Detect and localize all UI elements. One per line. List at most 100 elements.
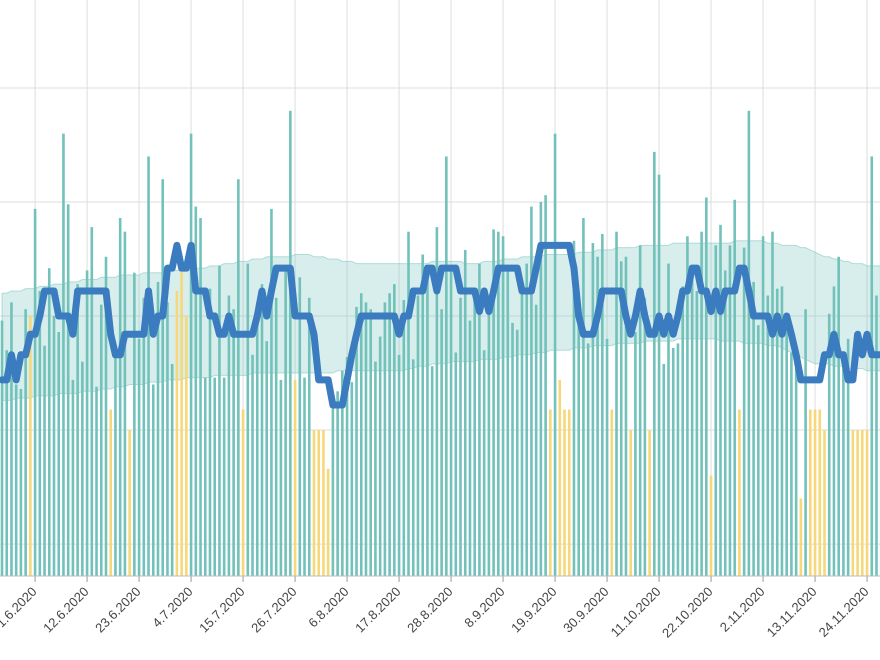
x-tick-label: 24.11.2020 (816, 584, 872, 640)
bar (232, 309, 235, 576)
bar (114, 357, 117, 576)
bar (355, 306, 358, 576)
bar (161, 179, 165, 576)
bar (624, 256, 628, 576)
bar (52, 316, 56, 576)
bar (90, 227, 94, 576)
bar (851, 430, 855, 576)
bar (189, 133, 193, 577)
bar (601, 233, 604, 576)
bar (591, 243, 595, 577)
bar (0, 320, 4, 576)
x-tick-label: 12.6.2020 (40, 584, 92, 636)
bar (10, 302, 13, 576)
bar (799, 498, 803, 576)
bar (312, 430, 316, 576)
bar (19, 389, 23, 576)
bar (723, 270, 727, 576)
x-tick-label: 30.9.2020 (560, 584, 612, 636)
bar (416, 295, 420, 576)
bar (549, 409, 552, 576)
bar (81, 361, 84, 576)
bar (634, 332, 637, 576)
bar (274, 297, 278, 576)
bar (104, 256, 108, 576)
bar (846, 338, 850, 576)
bar (823, 430, 826, 576)
bar (582, 217, 585, 577)
bar (747, 110, 751, 577)
bar (700, 231, 703, 577)
bar (738, 409, 741, 576)
bar (638, 245, 642, 576)
bar (686, 236, 689, 576)
bar (251, 354, 254, 576)
bar (279, 379, 283, 576)
bar (629, 430, 632, 576)
x-tick-label: 1.6.2020 (0, 584, 40, 630)
bar (180, 268, 183, 576)
bar (388, 293, 391, 576)
bar (752, 281, 755, 576)
bar (123, 231, 127, 577)
bar (511, 322, 514, 576)
bar (289, 110, 292, 577)
bar (586, 343, 590, 576)
bar (208, 288, 212, 576)
bar (147, 156, 150, 576)
bar (218, 265, 221, 576)
x-tick-label: 11.10.2020 (608, 584, 664, 640)
bar (856, 430, 859, 576)
bar (118, 217, 122, 577)
bar (151, 384, 155, 576)
bar (336, 391, 339, 576)
bar (454, 352, 458, 576)
bar (378, 336, 382, 576)
bar (322, 430, 325, 576)
bar (203, 377, 207, 576)
bar (5, 350, 9, 576)
x-tick-label: 4.7.2020 (149, 584, 195, 630)
bar (492, 229, 495, 576)
bar (393, 284, 396, 576)
bar (757, 325, 760, 576)
bar (170, 363, 174, 576)
bar (99, 304, 103, 576)
bar (364, 302, 368, 576)
bar (402, 300, 406, 576)
bar (241, 409, 245, 576)
bar (468, 320, 472, 576)
bar (473, 288, 476, 576)
bar (766, 295, 770, 576)
bar (317, 430, 321, 576)
bar (478, 263, 481, 576)
bar (194, 206, 198, 577)
bar (530, 206, 533, 577)
bar (676, 343, 680, 576)
bar (804, 309, 807, 576)
bar (76, 284, 79, 576)
bar (539, 202, 543, 576)
bar (714, 245, 718, 576)
bar (166, 302, 169, 576)
bar (742, 247, 746, 576)
bar (728, 245, 732, 576)
bar (29, 316, 32, 576)
x-tick-label: 23.6.2020 (92, 584, 144, 636)
bar (520, 293, 524, 576)
bar (534, 304, 538, 576)
bar (487, 311, 491, 576)
bar (567, 409, 571, 576)
x-tick-label: 15.7.2020 (196, 584, 248, 636)
bar (653, 151, 656, 576)
bar (813, 409, 817, 576)
bar (109, 409, 113, 576)
bar (14, 384, 18, 576)
bar (430, 366, 434, 576)
bar (57, 332, 61, 576)
bar (842, 359, 845, 576)
bar (809, 409, 812, 576)
bar (213, 377, 217, 576)
bar (794, 350, 798, 576)
bar (681, 286, 684, 576)
